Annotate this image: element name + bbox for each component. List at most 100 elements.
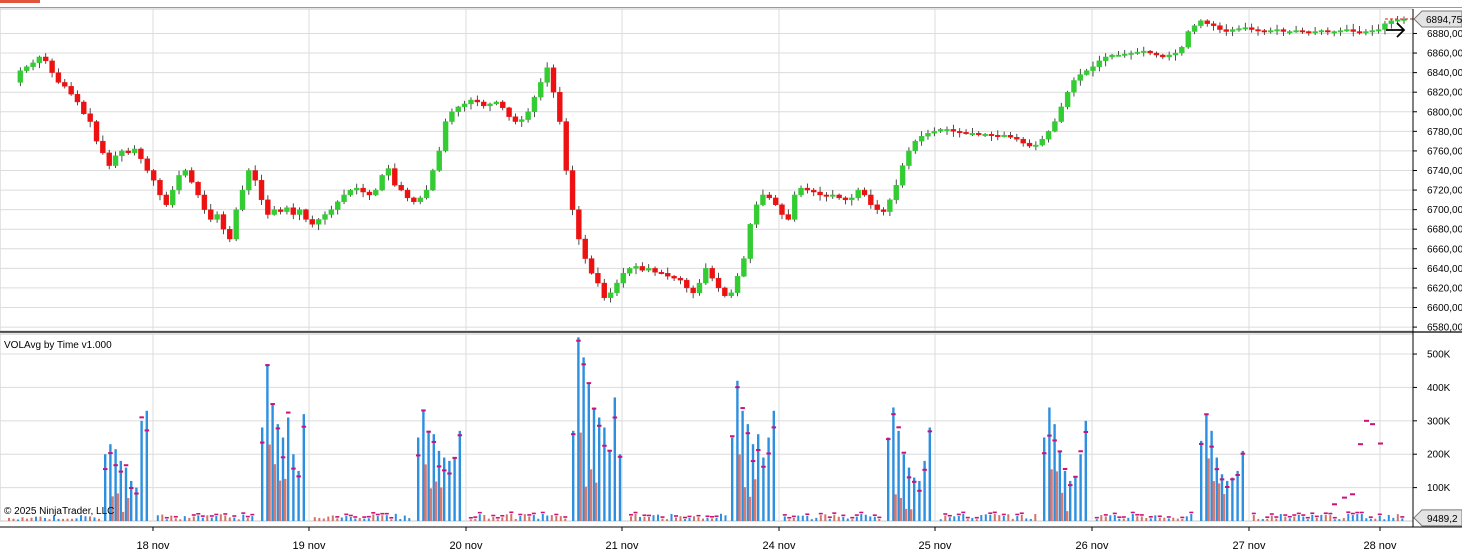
average-marker	[335, 516, 340, 518]
volume-bar-small	[975, 519, 978, 521]
volume-bar-down	[1050, 469, 1053, 521]
average-marker	[766, 452, 771, 455]
volume-bar	[1074, 477, 1077, 521]
volume-bar-small	[720, 513, 722, 521]
average-marker	[927, 430, 933, 433]
volume-bar	[448, 460, 451, 521]
volume-bar-small	[792, 517, 795, 521]
average-marker	[1148, 516, 1153, 518]
volume-bar-small	[537, 518, 540, 521]
active-tab-indicator[interactable]	[0, 0, 40, 3]
candle-body	[1185, 31, 1191, 48]
candle-body	[68, 86, 74, 95]
candle-body	[804, 187, 811, 191]
volume-bar-small	[170, 515, 173, 521]
candle-body	[1344, 29, 1350, 32]
volume-bar-small	[206, 515, 209, 521]
volume-bar-small	[1360, 514, 1363, 521]
average-marker	[730, 435, 735, 438]
volume-bar-small	[1383, 519, 1386, 521]
date-tick-label: 19 nov	[292, 540, 326, 552]
candle-body	[830, 194, 836, 197]
candle-body	[284, 207, 290, 212]
candle-body	[614, 282, 620, 294]
candle-body	[62, 82, 68, 87]
volume-bar-small	[706, 517, 709, 521]
candle-body	[912, 140, 918, 152]
candle-body	[1141, 50, 1147, 53]
volume-bar	[281, 437, 285, 521]
price-tick-label: 6680,00	[1427, 225, 1462, 236]
volume-bar	[736, 380, 739, 521]
volume-bar-small	[1016, 516, 1019, 521]
average-marker	[1001, 513, 1006, 516]
volume-bar-down	[1060, 492, 1064, 521]
average-marker	[232, 515, 237, 517]
volume-bar-small	[948, 517, 951, 521]
average-marker	[705, 515, 710, 518]
average-marker	[947, 514, 952, 517]
volume-bar	[1084, 420, 1087, 521]
volume-bar-small	[80, 515, 82, 521]
candle-body	[1052, 121, 1058, 132]
average-marker	[260, 441, 265, 444]
average-marker	[1209, 445, 1214, 448]
candle-body	[633, 266, 639, 269]
volume-bar	[1200, 440, 1203, 521]
volume-bar	[772, 410, 775, 521]
volume-bar-small	[693, 516, 695, 521]
price-tick-label: 6660,00	[1427, 244, 1462, 255]
volume-bar-small	[1329, 515, 1332, 521]
candle-body	[646, 268, 652, 271]
average-marker	[787, 516, 792, 519]
volume-bar-small	[1154, 515, 1157, 521]
average-marker	[468, 516, 473, 519]
candle-body	[1033, 144, 1039, 147]
average-marker	[922, 468, 927, 471]
candle-body	[937, 129, 944, 132]
candle-body	[1039, 138, 1045, 146]
candle-body	[81, 101, 87, 114]
volume-bar-down	[909, 509, 913, 521]
candle-body	[995, 135, 1001, 137]
candle-body	[373, 189, 379, 196]
volume-tick-label: 300K	[1427, 416, 1451, 427]
candle-body	[665, 273, 671, 277]
volume-bar-small	[1163, 517, 1166, 521]
date-tick-label: 25 nov	[918, 540, 952, 552]
candle-body	[201, 194, 208, 210]
candle-body	[1160, 54, 1166, 58]
candle-body	[1191, 25, 1198, 32]
average-marker	[1235, 474, 1240, 477]
volume-bar-small	[670, 513, 673, 521]
volume-bar-small	[657, 514, 659, 521]
volume-bar-down	[579, 432, 582, 521]
average-marker	[1269, 513, 1274, 515]
volume-bar	[1210, 430, 1213, 521]
price-tick-label: 6760,00	[1427, 146, 1462, 157]
volume-bar-small	[228, 517, 231, 521]
average-marker	[1370, 423, 1375, 426]
volume-bar-small	[980, 515, 983, 521]
average-marker	[683, 516, 687, 519]
average-marker	[353, 516, 358, 518]
average-marker	[348, 514, 353, 517]
arrow-right-icon	[1386, 22, 1406, 38]
volume-bar-small	[1356, 514, 1359, 521]
candle-body	[347, 189, 354, 196]
average-marker	[1157, 515, 1162, 518]
indicator-label: VOLAvg by Time v1.000	[4, 340, 112, 351]
average-marker	[108, 452, 113, 455]
candle-body	[791, 194, 798, 220]
volume-tick-label: 400K	[1427, 383, 1451, 394]
candle-body	[1058, 106, 1064, 122]
volume-bar-small	[1136, 516, 1139, 521]
average-marker	[436, 465, 442, 468]
average-marker	[426, 430, 431, 433]
candle-body	[341, 194, 347, 203]
candle-body	[290, 207, 296, 215]
candle-body	[582, 238, 588, 259]
average-marker	[687, 515, 692, 518]
candle-body	[703, 268, 709, 284]
